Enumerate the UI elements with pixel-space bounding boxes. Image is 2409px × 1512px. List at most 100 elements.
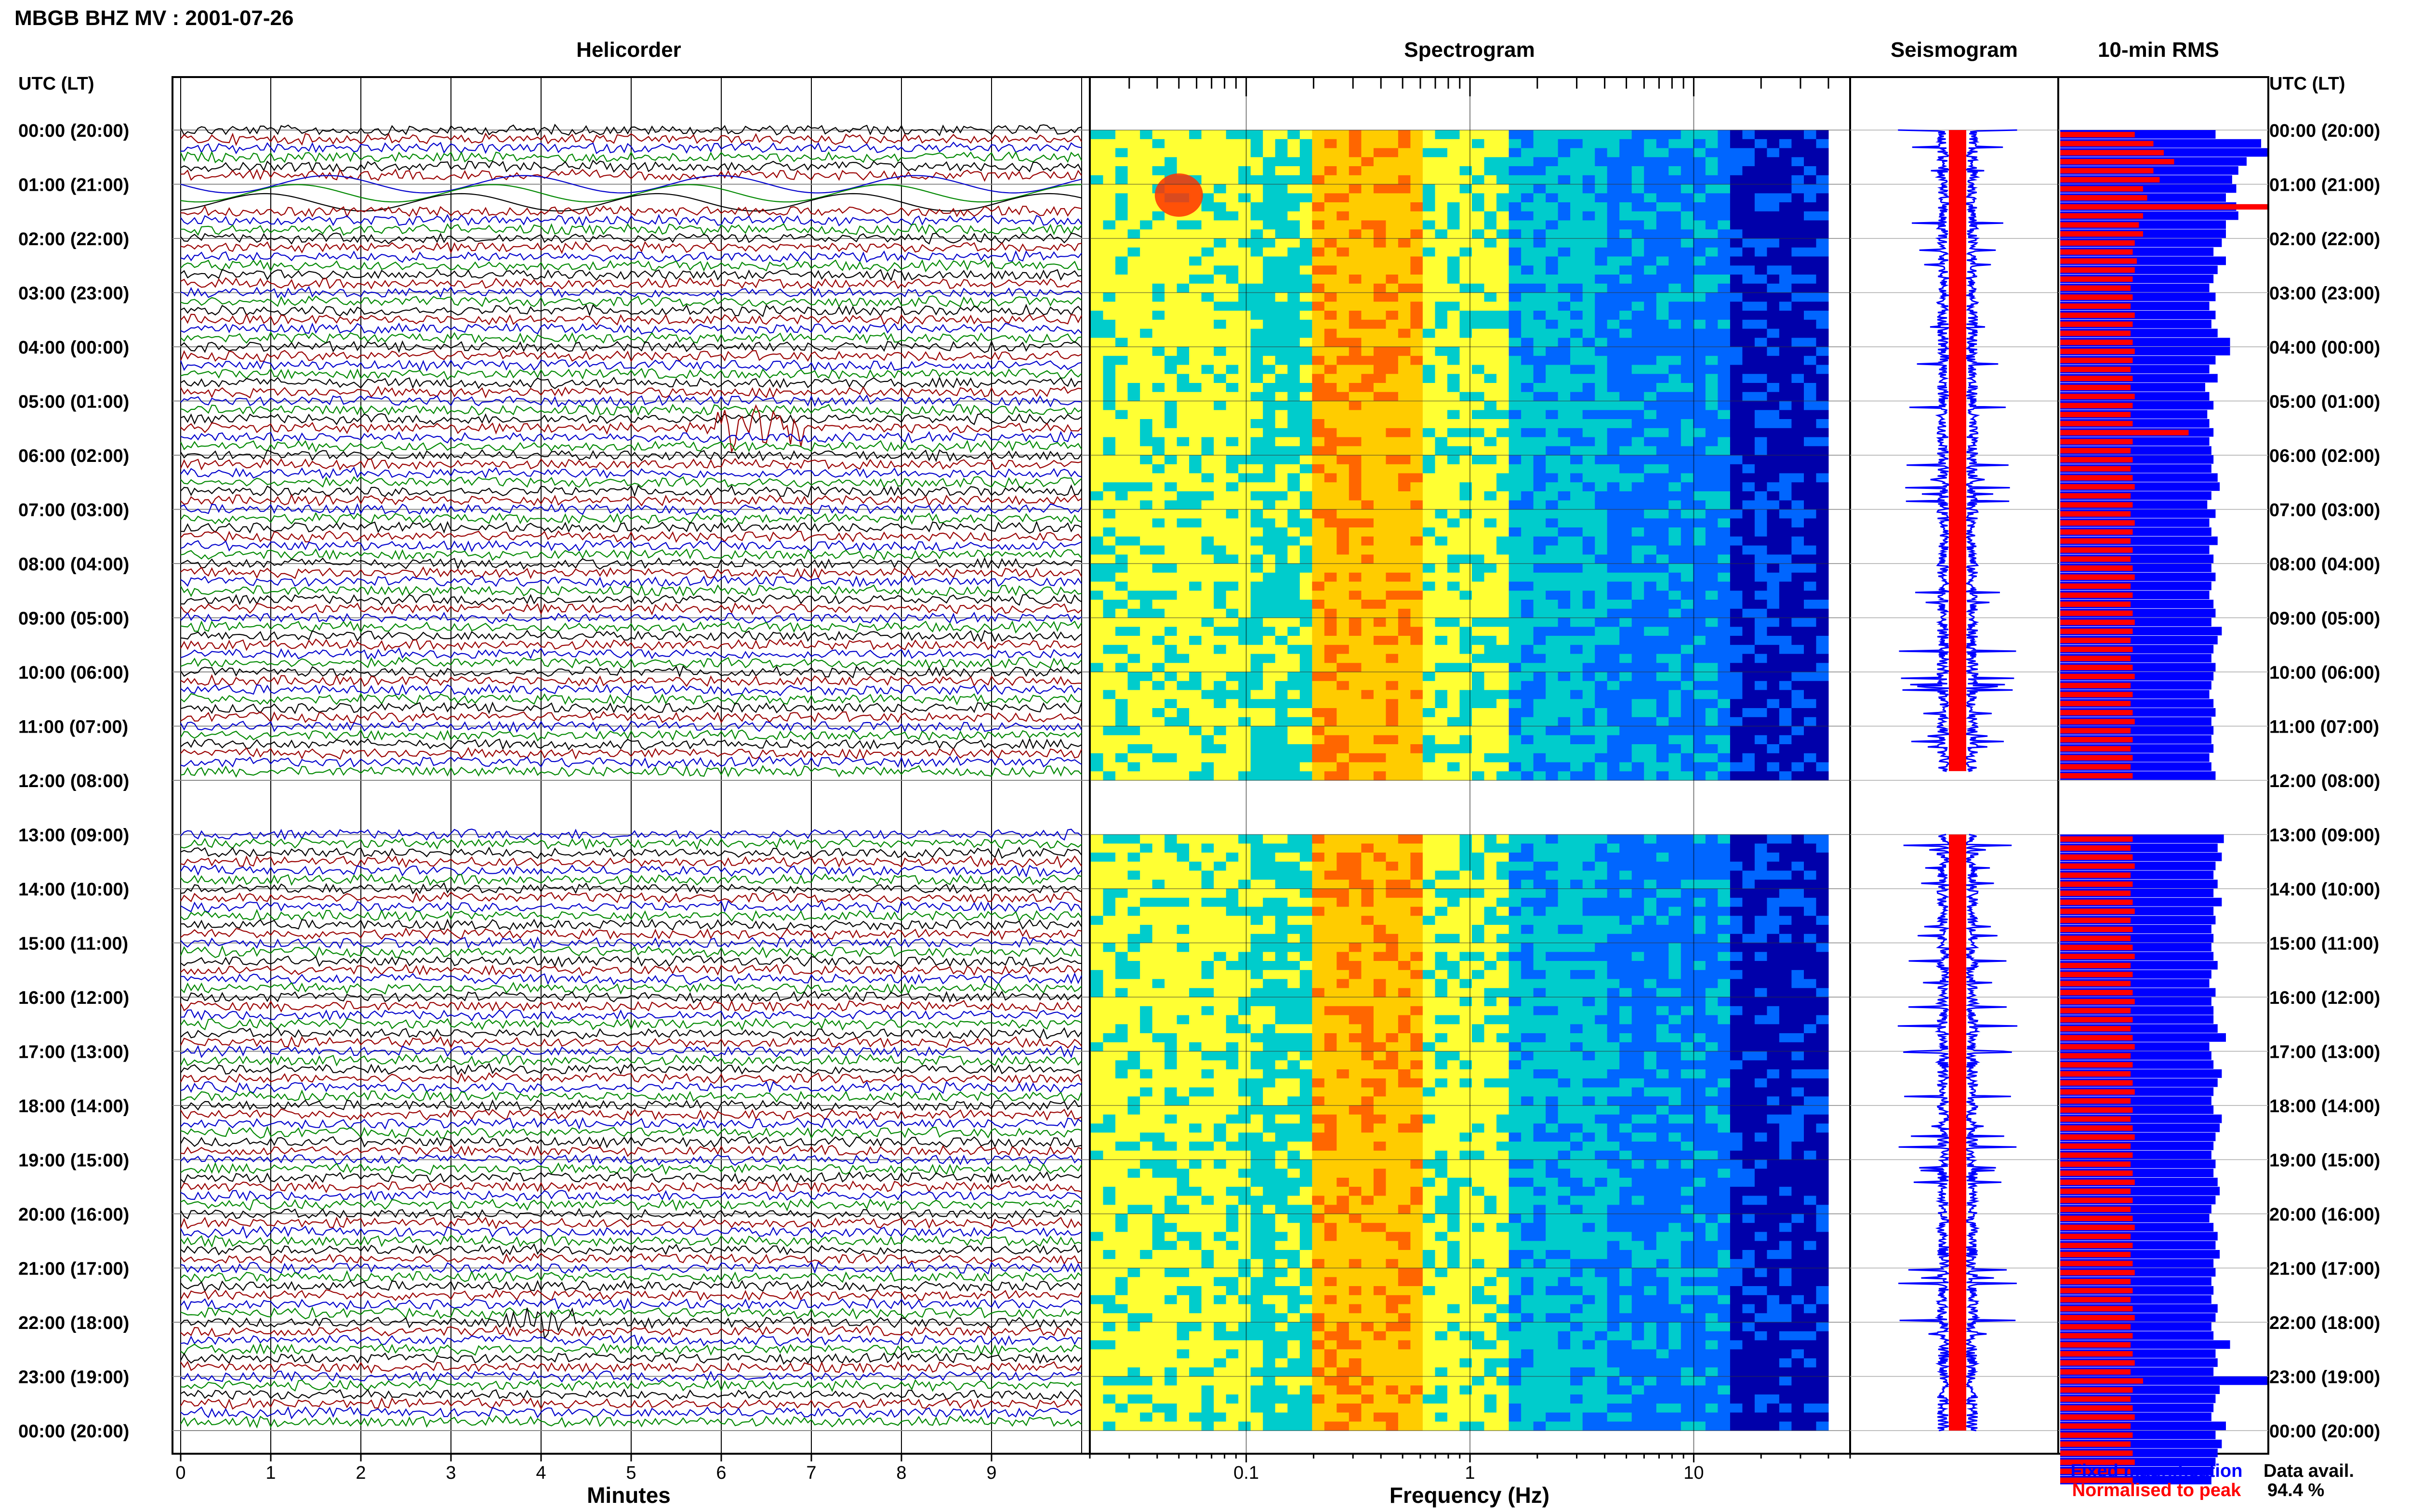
spectrogram-cell [1767, 564, 1780, 573]
spectrogram-cell [1595, 392, 1608, 401]
spectrogram-cell [1226, 175, 1239, 184]
spectrogram-cell [1509, 392, 1522, 401]
spectrogram-cell [1619, 564, 1632, 573]
spectrogram-cell [1189, 717, 1202, 726]
spectrogram-cell [1668, 762, 1681, 772]
spectrogram-cell [1410, 889, 1423, 898]
spectrogram-cell [1263, 690, 1276, 699]
spectrogram-cell [1103, 229, 1116, 239]
spectrogram-cell [1546, 500, 1559, 510]
spectrogram-cell [1496, 708, 1509, 718]
spectrogram-cell [1619, 771, 1632, 781]
spectrogram-cell [1103, 608, 1116, 618]
spectrogram-cell [1349, 365, 1362, 374]
spectrogram-cell [1287, 870, 1300, 880]
spectrogram-cell [1681, 166, 1694, 176]
spectrogram-cell [1337, 654, 1350, 663]
spectrogram-cell [1582, 355, 1595, 365]
spectrogram-cell [1201, 870, 1214, 880]
spectrogram-cell [1804, 473, 1816, 483]
spectrogram-cell [1127, 753, 1140, 763]
spectrogram-cell [1668, 455, 1681, 465]
spectrogram-cell [1214, 853, 1227, 862]
spectrogram-cell [1373, 410, 1386, 420]
spectrogram-cell [1558, 681, 1571, 690]
spectrogram-cell [1189, 735, 1202, 745]
spectrogram-cell [1275, 311, 1288, 320]
spectrogram-cell [1730, 690, 1743, 699]
spectrogram-cell [1668, 229, 1681, 239]
spectrogram-cell [1275, 455, 1288, 465]
spectrogram-cell [1631, 446, 1644, 456]
spectrogram-cell [1201, 383, 1214, 393]
spectrogram-cell [1165, 247, 1178, 257]
spectrogram-cell [1779, 383, 1792, 393]
spectrogram-cell [1718, 410, 1731, 420]
spectrogram-cell [1546, 428, 1559, 437]
spectrogram-cell [1103, 392, 1116, 401]
spectrogram-cell [1361, 482, 1374, 492]
spectrogram-cell [1533, 347, 1546, 356]
spectrogram-cell [1287, 672, 1300, 682]
spectrogram-cell [1250, 157, 1263, 167]
spectrogram-cell [1152, 419, 1165, 429]
spectrogram-cell [1693, 717, 1706, 726]
spectrogram-cell [1681, 202, 1694, 212]
spectrogram-cell [1804, 627, 1816, 636]
spectrogram-cell [1165, 627, 1178, 636]
spectrogram-cell [1226, 735, 1239, 745]
spectrogram-cell [1115, 166, 1128, 176]
spectrogram-cell [1115, 428, 1128, 437]
spectrogram-cell [1127, 527, 1140, 537]
spectrogram-cell [1595, 238, 1608, 248]
spectrogram-cell [1312, 139, 1325, 148]
spectrogram-cell [1767, 193, 1780, 203]
spectrogram-cell [1250, 608, 1263, 618]
spectrogram-cell [1570, 401, 1583, 410]
spectrogram-cell [1718, 861, 1731, 871]
spectrogram-cell [1459, 708, 1472, 718]
spectrogram-cell [1189, 482, 1202, 492]
spectrogram-cell [1165, 473, 1178, 483]
spectrogram-cell [1250, 302, 1263, 311]
spectrogram-cell [1299, 762, 1312, 772]
spectrogram-cell [1816, 536, 1829, 546]
spectrogram-cell [1484, 184, 1497, 194]
spectrogram-cell [1349, 618, 1362, 627]
spectrogram-cell [1152, 699, 1165, 709]
spectrogram-cell [1607, 853, 1620, 862]
spectrogram-cell [1619, 365, 1632, 374]
spectrogram-cell [1509, 247, 1522, 257]
spectrogram-cell [1398, 717, 1411, 726]
spectrogram-cell [1250, 636, 1263, 645]
spectrogram-cell [1730, 319, 1743, 329]
spectrogram-cell [1189, 256, 1202, 266]
spectrogram-cell [1140, 762, 1153, 772]
spectrogram-cell [1595, 157, 1608, 167]
spectrogram-cell [1607, 726, 1620, 736]
spectrogram-cell [1742, 591, 1755, 600]
spectrogram-cell [1742, 311, 1755, 320]
spectrogram-cell [1263, 699, 1276, 709]
spectrogram-cell [1656, 554, 1669, 564]
spectrogram-cell [1238, 600, 1251, 609]
spectrogram-cell [1558, 139, 1571, 148]
spectrogram-cell [1152, 283, 1165, 293]
spectrogram-cell [1287, 256, 1300, 266]
spectrogram-cell [1349, 482, 1362, 492]
spectrogram-cell [1263, 148, 1276, 158]
spectrogram-cell [1189, 500, 1202, 510]
spectrogram-cell [1337, 572, 1350, 582]
spectrogram-cell [1742, 383, 1755, 393]
spectrogram-cell [1484, 672, 1497, 682]
spectrogram-cell [1607, 690, 1620, 699]
spectrogram-cell [1509, 771, 1522, 781]
spectrogram-cell [1484, 229, 1497, 239]
spectrogram-cell [1398, 455, 1411, 465]
spectrogram-cell [1115, 591, 1128, 600]
spectrogram-cell [1127, 554, 1140, 564]
spectrogram-cell [1804, 636, 1816, 645]
spectrogram-cell [1447, 870, 1460, 880]
spectrogram-cell [1570, 744, 1583, 754]
spectrogram-cell [1214, 771, 1227, 781]
